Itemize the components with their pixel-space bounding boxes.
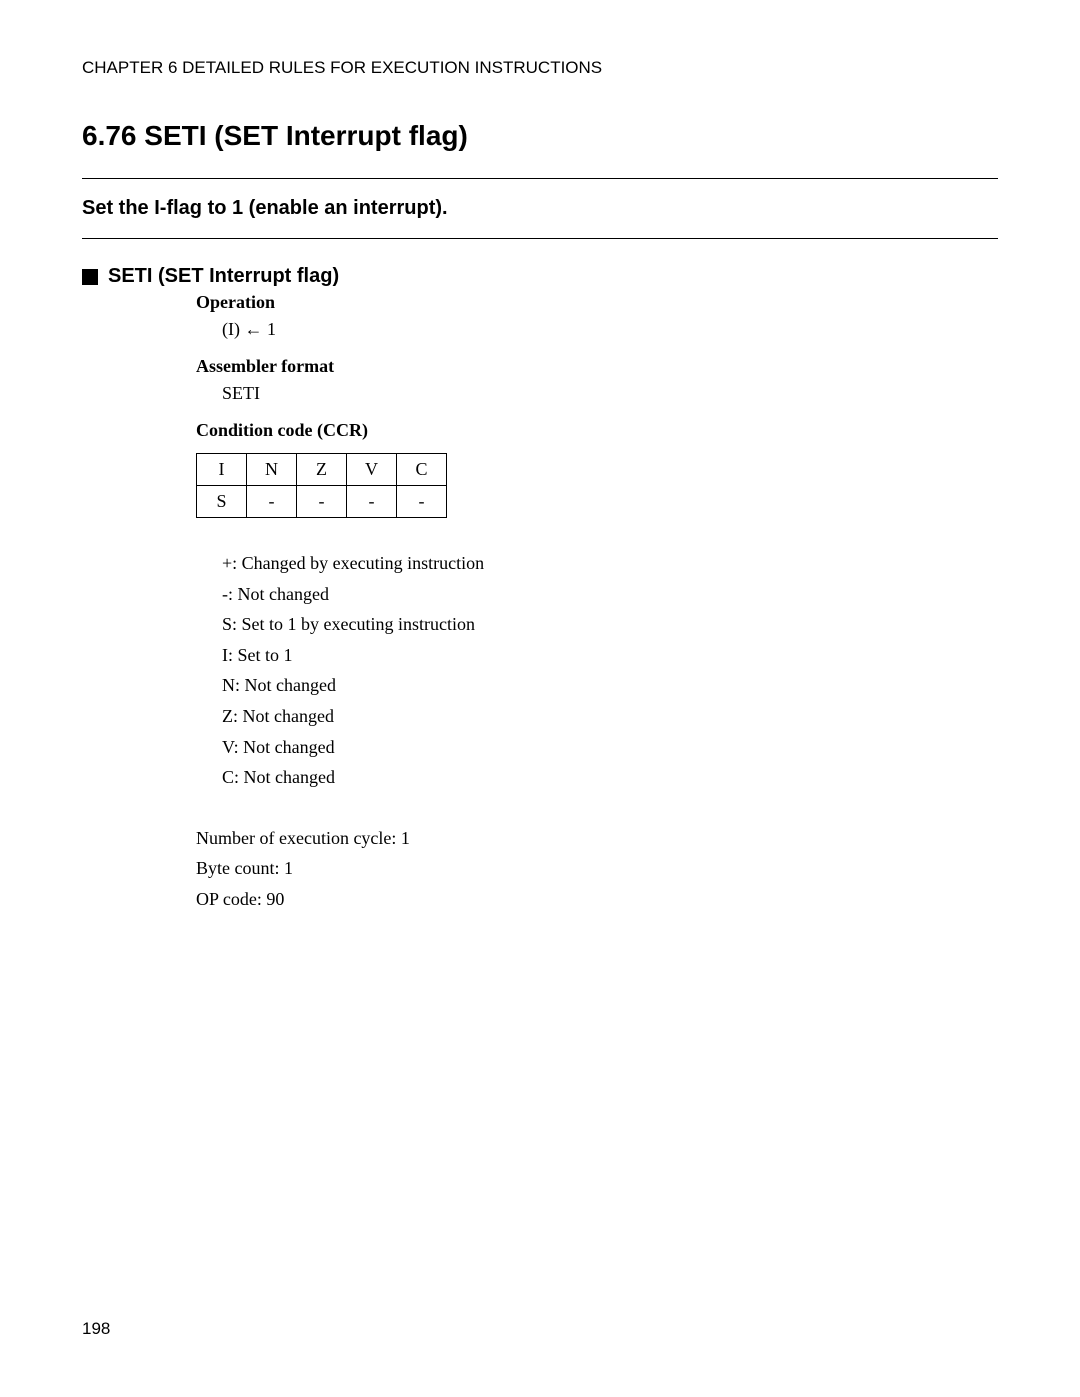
legend-item: N: Not changed — [222, 670, 998, 701]
ccr-header-cell: Z — [297, 454, 347, 486]
ccr-label: Condition code (CCR) — [196, 420, 998, 441]
footer-item: Byte count: 1 — [196, 853, 998, 884]
legend-item: Z: Not changed — [222, 701, 998, 732]
ccr-header-cell: I — [197, 454, 247, 486]
ccr-header-cell: N — [247, 454, 297, 486]
footer-block: Number of execution cycle: 1 Byte count:… — [196, 823, 998, 915]
footer-item: OP code: 90 — [196, 884, 998, 915]
table-row: I N Z V C — [197, 454, 447, 486]
divider-top — [82, 178, 998, 179]
table-row: S - - - - — [197, 486, 447, 518]
legend-item: S: Set to 1 by executing instruction — [222, 609, 998, 640]
ccr-header-cell: V — [347, 454, 397, 486]
ccr-value-cell: - — [297, 486, 347, 518]
square-bullet-icon — [82, 269, 98, 285]
chapter-header: CHAPTER 6 DETAILED RULES FOR EXECUTION I… — [82, 58, 998, 78]
assembler-label: Assembler format — [196, 356, 998, 377]
subsection-title: SETI (SET Interrupt flag) — [108, 265, 339, 288]
legend-item: V: Not changed — [222, 732, 998, 763]
legend-block: +: Changed by executing instruction -: N… — [222, 548, 998, 793]
legend-item: I: Set to 1 — [222, 640, 998, 671]
footer-item: Number of execution cycle: 1 — [196, 823, 998, 854]
ccr-value-cell: S — [197, 486, 247, 518]
assembler-text: SETI — [222, 383, 998, 404]
legend-item: C: Not changed — [222, 762, 998, 793]
operation-label: Operation — [196, 292, 998, 313]
subtitle: Set the I-flag to 1 (enable an interrupt… — [82, 197, 998, 220]
page-number: 198 — [82, 1319, 110, 1339]
ccr-table: I N Z V C S - - - - — [196, 453, 447, 518]
legend-item: -: Not changed — [222, 579, 998, 610]
ccr-value-cell: - — [347, 486, 397, 518]
operation-text: (I) ← 1 — [222, 319, 998, 340]
page-container: CHAPTER 6 DETAILED RULES FOR EXECUTION I… — [0, 0, 1080, 915]
ccr-header-cell: C — [397, 454, 447, 486]
legend-item: +: Changed by executing instruction — [222, 548, 998, 579]
divider-bottom — [82, 238, 998, 239]
subsection-heading: SETI (SET Interrupt flag) — [82, 265, 998, 288]
ccr-value-cell: - — [397, 486, 447, 518]
ccr-value-cell: - — [247, 486, 297, 518]
section-title: 6.76 SETI (SET Interrupt flag) — [82, 120, 998, 152]
